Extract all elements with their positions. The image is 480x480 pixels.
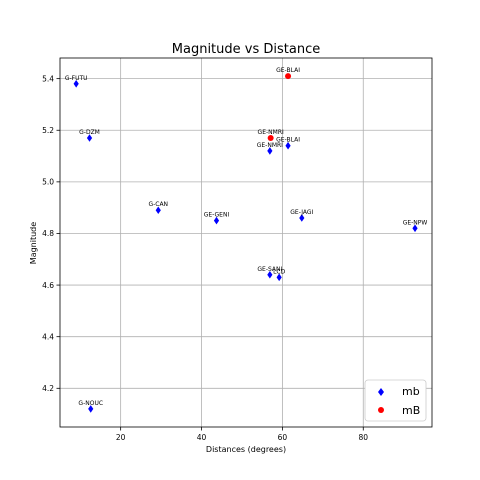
point-label: GE-NMRI [257,142,283,149]
data-point-mB [285,73,292,80]
x-tick-label: 80 [358,433,368,442]
data-point-mb [267,147,273,155]
point-label: G-NOUC [78,400,103,407]
point-label: GE-GENI [204,212,230,219]
y-tick-label: 5.4 [42,74,54,83]
point-label: GE-BLAI [276,67,300,74]
y-axis-label: Magnitude [29,222,38,264]
point-label: G-DZM [79,129,100,136]
data-point-mb [86,134,93,142]
legend-mB-label: mB [402,404,420,417]
y-tick-label: 4.8 [42,229,54,238]
y-tick-label: 4.2 [42,384,54,393]
chart-title: Magnitude vs Distance [172,42,320,57]
data-point-mb [155,206,161,215]
y-tick-label: 4.6 [42,281,54,290]
x-tick-label: 20 [116,433,126,442]
x-axis-label: Distances (degrees) [206,445,286,454]
point-label: GE-SANI [257,266,282,273]
data-points [73,73,418,413]
legend-mb-label: mb [402,385,420,398]
data-point-mB [267,134,274,141]
legend: mb mB [364,379,427,422]
point-label: G-FUTU [65,75,88,82]
plot-area-frame [59,57,433,428]
data-point-mb [412,224,418,233]
axis-ticks: 20 40 60 80 4.2 4.4 4.6 4.8 5.0 5.2 5.4 [42,74,368,442]
data-point-mb [285,141,291,150]
data-point-mb [213,216,220,225]
point-label: GE-BLAI [276,137,300,144]
data-point-mb [73,80,79,88]
legend-mb-marker [378,388,384,396]
point-label: GE-NPW [403,219,428,226]
data-point-mb [267,270,273,279]
x-tick-label: 60 [278,433,288,442]
y-tick-label: 4.4 [42,332,54,341]
point-label: LCD [273,268,286,275]
grid-lines [60,58,432,427]
data-point-mb [299,214,305,222]
data-point-mb [88,405,94,413]
legend-mB-marker [378,407,384,413]
y-tick-label: 5.2 [42,126,54,135]
data-point-mb [276,273,282,282]
point-labels: G-FUTUG-DZMG-CANGE-GENIGE-NMRIGE-BLAIGE-… [65,67,428,407]
y-tick-label: 5.0 [42,178,54,187]
point-label: G-CAN [148,201,168,208]
point-label: GE-NMRI [258,129,284,136]
x-tick-label: 40 [197,433,207,442]
point-label: GE-JAGI [290,209,313,216]
